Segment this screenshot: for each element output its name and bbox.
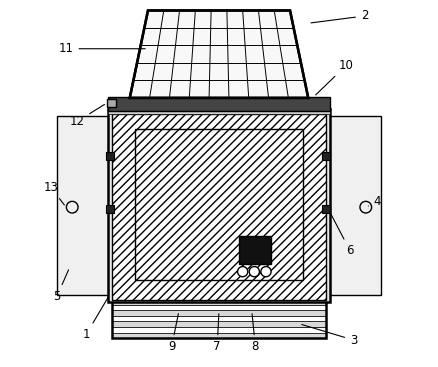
- Bar: [112, 327, 326, 333]
- Bar: [112, 321, 326, 327]
- Text: 8: 8: [252, 314, 259, 353]
- Text: 7: 7: [213, 314, 221, 353]
- Bar: [57, 116, 110, 295]
- Text: 11: 11: [59, 42, 145, 55]
- Bar: [322, 152, 330, 160]
- Bar: [112, 333, 326, 338]
- Text: 9: 9: [168, 314, 178, 353]
- Circle shape: [249, 266, 259, 277]
- Circle shape: [237, 266, 248, 277]
- Text: 5: 5: [53, 270, 69, 303]
- Text: 4: 4: [368, 195, 381, 208]
- Bar: [112, 114, 326, 300]
- Bar: [108, 109, 330, 302]
- Circle shape: [261, 266, 271, 277]
- Text: 1: 1: [82, 297, 108, 341]
- Bar: [106, 152, 114, 160]
- Polygon shape: [130, 11, 308, 98]
- Bar: [112, 299, 326, 338]
- Bar: [112, 316, 326, 321]
- Text: 6: 6: [329, 211, 354, 257]
- Text: 3: 3: [302, 324, 357, 346]
- Bar: [239, 236, 271, 264]
- Text: 10: 10: [316, 59, 354, 95]
- Bar: [108, 97, 330, 111]
- Text: 2: 2: [311, 10, 368, 23]
- Bar: [112, 305, 326, 310]
- Bar: [108, 110, 330, 114]
- Bar: [107, 99, 116, 107]
- Bar: [322, 205, 330, 213]
- Bar: [112, 310, 326, 316]
- Bar: [106, 205, 114, 213]
- Bar: [328, 116, 381, 295]
- Text: 13: 13: [43, 181, 64, 205]
- Bar: [112, 299, 326, 305]
- Text: 12: 12: [70, 105, 104, 128]
- Bar: [135, 129, 303, 280]
